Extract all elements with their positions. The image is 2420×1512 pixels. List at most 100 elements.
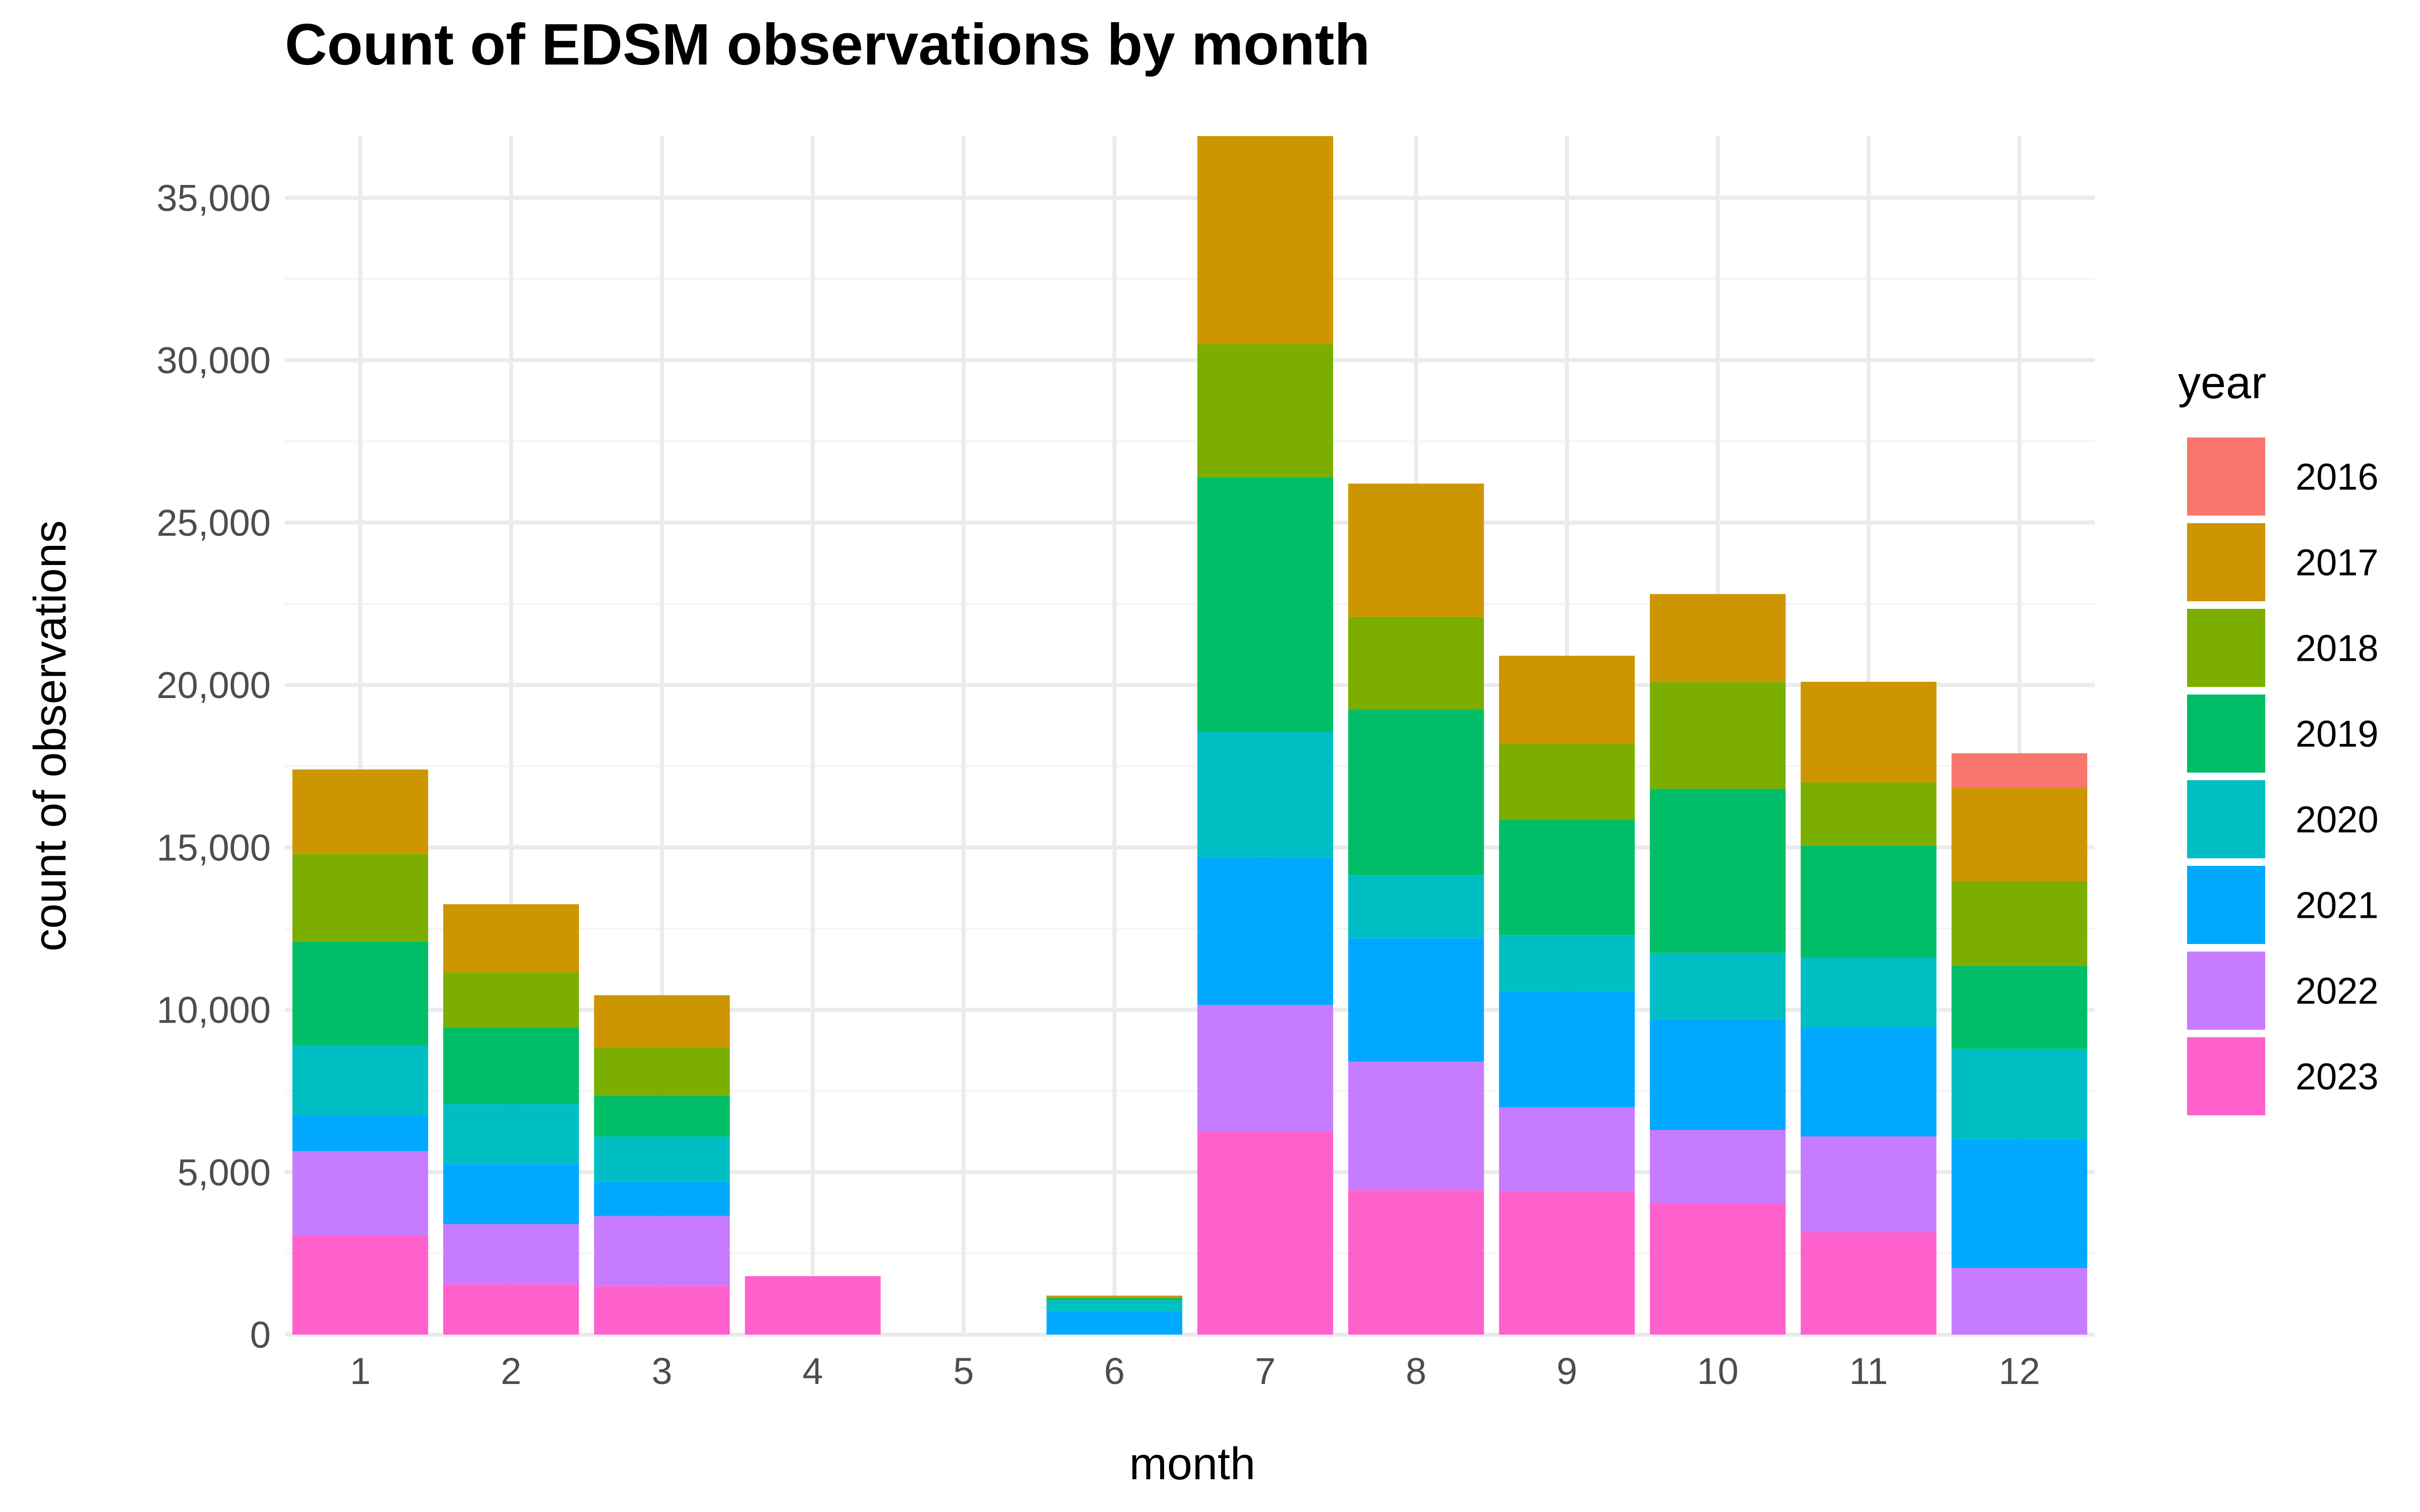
legend-key-2016 (2187, 437, 2265, 516)
bar-segment-month-12-year-2019 (1951, 966, 2088, 1049)
x-axis-title: month (1129, 1439, 1255, 1489)
bar-segment-month-2-year-2023 (443, 1284, 579, 1335)
legend-key-2022 (2187, 952, 2265, 1030)
bar-segment-month-10-year-2019 (1650, 789, 1786, 953)
bar-segment-month-3-year-2019 (594, 1096, 730, 1137)
bar-segment-month-9-year-2018 (1499, 743, 1635, 820)
legend-key-2017 (2187, 523, 2265, 601)
y-axis-title: count of observations (25, 520, 76, 952)
legend-label-2023: 2023 (2295, 1056, 2379, 1098)
bar-segment-month-2-year-2019 (443, 1028, 579, 1104)
bar-segment-month-7-year-2023 (1197, 1131, 1334, 1335)
bar-segment-month-6-year-2017 (1046, 1295, 1183, 1298)
legend-key-2019 (2187, 695, 2265, 773)
x-tick-label: 12 (1999, 1350, 2040, 1392)
bar-segment-month-1-year-2019 (292, 941, 429, 1046)
legend-label-2019: 2019 (2295, 713, 2379, 755)
bar-segment-month-8-year-2023 (1348, 1190, 1484, 1335)
bar-segment-month-2-year-2017 (443, 904, 579, 973)
bar-segment-month-2-year-2020 (443, 1104, 579, 1164)
bars (292, 136, 2088, 1335)
bar-segment-month-3-year-2018 (594, 1047, 730, 1096)
bar-segment-month-1-year-2023 (292, 1235, 429, 1335)
legend-key-2020 (2187, 780, 2265, 858)
x-tick-label: 11 (1849, 1350, 1888, 1392)
bar-segment-month-3-year-2021 (594, 1182, 730, 1216)
x-tick-label: 7 (1255, 1350, 1276, 1392)
bar-segment-month-12-year-2020 (1951, 1048, 2088, 1140)
y-tick-label: 20,000 (157, 664, 271, 706)
bar-segment-month-12-year-2021 (1951, 1140, 2088, 1268)
legend-key-2021 (2187, 866, 2265, 944)
bar-segment-month-10-year-2021 (1650, 1019, 1786, 1130)
bar-segment-month-10-year-2020 (1650, 953, 1786, 1020)
y-tick-label: 5,000 (177, 1152, 271, 1193)
y-tick-label: 15,000 (157, 827, 271, 868)
bar-segment-month-9-year-2023 (1499, 1191, 1635, 1335)
legend-label-2021: 2021 (2295, 885, 2379, 926)
bar-segment-month-8-year-2017 (1348, 483, 1484, 617)
bar-segment-month-3-year-2020 (594, 1136, 730, 1182)
x-tick-label: 9 (1556, 1350, 1577, 1392)
bar-segment-month-10-year-2023 (1650, 1203, 1786, 1335)
y-tick-label: 30,000 (157, 340, 271, 382)
bar-segment-month-11-year-2017 (1800, 681, 1937, 783)
bar-segment-month-8-year-2019 (1348, 709, 1484, 875)
bar-segment-month-7-year-2017 (1197, 136, 1334, 344)
bar-segment-month-9-year-2019 (1499, 820, 1635, 935)
bar-segment-month-11-year-2022 (1800, 1136, 1937, 1232)
bar-segment-month-11-year-2019 (1800, 846, 1937, 958)
bar-segment-month-8-year-2020 (1348, 875, 1484, 938)
bar-segment-month-1-year-2020 (292, 1045, 429, 1115)
y-axis-ticks: 0 5,000 10,000 15,000 20,000 25,000 30,000 35,0… (157, 177, 271, 1356)
bar-segment-month-2-year-2018 (443, 972, 579, 1028)
bar-segment-month-9-year-2022 (1499, 1107, 1635, 1192)
x-tick-label: 5 (953, 1350, 974, 1392)
x-tick-label: 6 (1104, 1350, 1125, 1392)
legend-title: year (2178, 358, 2266, 408)
bar-segment-month-12-year-2017 (1951, 787, 2088, 881)
bar-segment-month-10-year-2022 (1650, 1130, 1786, 1203)
y-tick-label: 25,000 (157, 502, 271, 544)
legend-items: 2016 2017 2018 2019 2020 2021 2022 2023 (2187, 437, 2379, 1115)
bar-segment-month-2-year-2022 (443, 1224, 579, 1285)
bar-segment-month-7-year-2021 (1197, 857, 1334, 1005)
bar-segment-month-6-year-2021 (1046, 1311, 1183, 1335)
chart-title: Count of EDSM observations by month (285, 12, 1370, 77)
x-axis-ticks: 1 2 3 4 5 6 7 8 9 10 11 12 (350, 1350, 2040, 1392)
bar-segment-month-4-year-2023 (745, 1276, 881, 1335)
bar-segment-month-8-year-2018 (1348, 616, 1484, 710)
bar-segment-month-7-year-2022 (1197, 1004, 1334, 1132)
bar-segment-month-11-year-2020 (1800, 958, 1937, 1028)
bar-segment-month-9-year-2017 (1499, 656, 1635, 744)
bar-segment-month-3-year-2023 (594, 1286, 730, 1335)
bar-segment-month-12-year-2016 (1951, 753, 2088, 788)
legend: year 2016 2017 2018 2019 2020 2021 2022 2023 (2178, 358, 2379, 1115)
bar-segment-month-6-year-2019 (1046, 1298, 1183, 1301)
bar-segment-month-11-year-2018 (1800, 782, 1937, 846)
bar-segment-month-12-year-2018 (1951, 881, 2088, 966)
y-tick-label: 10,000 (157, 989, 271, 1031)
bar-segment-month-8-year-2021 (1348, 938, 1484, 1062)
bar-segment-month-7-year-2019 (1197, 477, 1334, 732)
x-tick-label: 1 (350, 1350, 371, 1392)
legend-label-2016: 2016 (2295, 456, 2379, 498)
bar-segment-month-10-year-2018 (1650, 681, 1786, 789)
bar-segment-month-8-year-2022 (1348, 1061, 1484, 1190)
bar-segment-month-7-year-2020 (1197, 732, 1334, 857)
legend-label-2018: 2018 (2295, 627, 2379, 669)
legend-label-2022: 2022 (2295, 970, 2379, 1012)
bar-segment-month-6-year-2020 (1046, 1300, 1183, 1312)
bar-segment-month-2-year-2021 (443, 1164, 579, 1224)
bar-segment-month-3-year-2022 (594, 1216, 730, 1286)
bar-segment-month-1-year-2021 (292, 1115, 429, 1151)
x-tick-label: 4 (803, 1350, 823, 1392)
y-tick-label: 35,000 (157, 177, 271, 219)
x-tick-label: 3 (651, 1350, 672, 1392)
bar-segment-month-1-year-2022 (292, 1151, 429, 1236)
x-tick-label: 2 (501, 1350, 521, 1392)
x-tick-label: 10 (1697, 1350, 1738, 1392)
legend-key-2018 (2187, 609, 2265, 687)
